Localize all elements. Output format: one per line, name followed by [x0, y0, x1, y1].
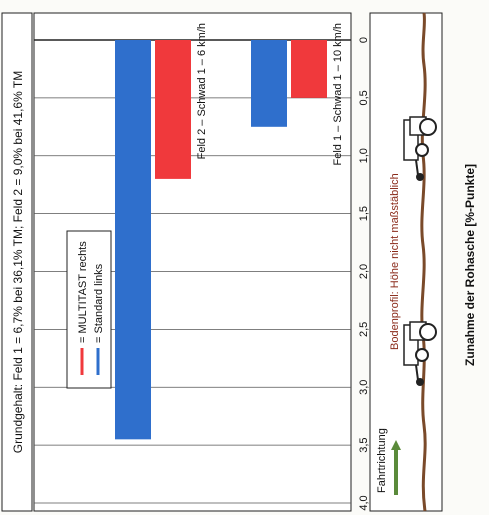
chart-title: Grundgehalt: Feld 1 = 6,7% bei 36,1% TM;…: [11, 71, 25, 453]
profile-label: Bodenprofil: Höhe nicht maßstäblich: [389, 173, 401, 350]
legend-label-multitast: = MULTITAST rechts: [77, 241, 89, 343]
y-tick-label: 3,0: [358, 380, 370, 395]
arrow-icon: [391, 440, 401, 495]
bar-standard-feld1: [251, 40, 287, 127]
y-tick-label: 0,5: [358, 90, 370, 105]
tractor-icon: [403, 116, 437, 181]
category-label: Feld 1 – Schwad 1 – 10 km/h: [332, 23, 344, 165]
direction-label: Fahrtrichtung: [376, 428, 388, 493]
title-box: Grundgehalt: Feld 1 = 6,7% bei 36,1% TM;…: [1, 12, 33, 512]
y-tick-label: 2,5: [358, 322, 370, 337]
chart-panel: 0 0,5 1,0 1,5 2,0 2,5 3,0 3,5 4,0 Feld 1 – Schwa…: [33, 12, 477, 512]
bars: [115, 40, 327, 440]
y-axis-label: Zunahme der Rohasche [%-Punkte]: [463, 164, 477, 366]
y-tick-label: 3,5: [358, 437, 370, 452]
ground-profile-line: [420, 12, 427, 512]
category-labels: Feld 1 – Schwad 1 – 10 km/h Feld 2 – Schw…: [196, 23, 344, 165]
y-tick-label: 4,0: [358, 495, 370, 510]
bar-multitast-feld1: [291, 40, 327, 98]
y-tick-label: 1,5: [358, 206, 370, 221]
y-tick-label: 1,0: [358, 148, 370, 163]
y-tick-label: 0: [358, 37, 370, 43]
category-label: Feld 2 – Schwad 1 – 6 km/h: [196, 23, 208, 159]
legend: = MULTITAST rechts = Standard links: [66, 230, 112, 389]
bar-multitast-feld2: [155, 40, 191, 179]
tractor-icon: [403, 321, 437, 386]
profile-panel: Fahrtrichtung Bodenprofil: Höhe nicht ma…: [369, 12, 443, 512]
legend-label-standard: = Standard links: [93, 263, 105, 343]
y-tick-label: 2,0: [358, 264, 370, 279]
bar-standard-feld2: [115, 40, 151, 440]
y-ticks: 0 0,5 1,0 1,5 2,0 2,5 3,0 3,5 4,0: [358, 37, 370, 511]
